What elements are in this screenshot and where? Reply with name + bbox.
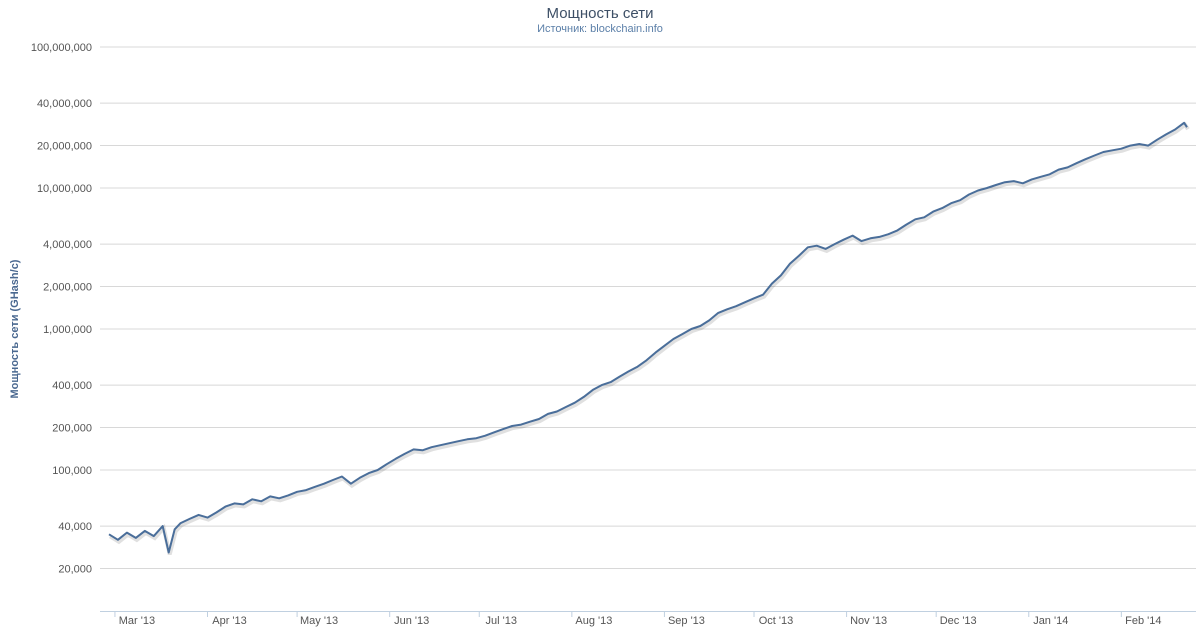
x-tick-label: Mar '13 [119,615,155,627]
y-tick-label: 100,000 [52,465,92,477]
series-layer [108,121,1190,556]
x-tick-label: Jun '13 [394,615,429,627]
series-line [108,121,1188,554]
grid-lines [100,46,1196,570]
series-line-shadow [108,121,1190,556]
x-tick-label: Sep '13 [668,615,705,627]
y-tick-label: 100,000,000 [31,42,92,54]
x-tick-label: Aug '13 [575,615,612,627]
y-tick-label: 1,000,000 [43,324,92,336]
x-tick-label: Oct '13 [759,615,794,627]
x-tick-label: Dec '13 [940,615,977,627]
x-tick-label: Jan '14 [1033,615,1068,627]
y-axis-ticks: 20,000 40,000 100,000 200,000 400,000 1,000,0… [31,42,92,576]
y-tick-label: 40,000 [58,521,92,533]
y-tick-label: 400,000 [52,380,92,392]
y-tick-label: 4,000,000 [43,239,92,251]
x-tick-label: Nov '13 [850,615,887,627]
chart-title: Мощность сети [546,5,654,22]
y-tick-label: 20,000,000 [37,141,92,153]
chart-subtitle: Источник: blockchain.info [537,23,663,35]
x-tick-label: Feb '14 [1125,615,1161,627]
y-axis-label: Мощность сети (GHash/с) [9,259,21,398]
x-axis-ticks: Mar '13 Apr '13 May '13 Jun '13 Jul '13 Aug '… [114,611,1162,627]
y-tick-label: 10,000,000 [37,183,92,195]
x-tick-label: Apr '13 [212,615,247,627]
y-tick-label: 20,000 [58,564,92,576]
y-tick-label: 200,000 [52,423,92,435]
x-tick-label: May '13 [300,615,338,627]
y-tick-label: 2,000,000 [43,282,92,294]
x-tick-label: Jul '13 [486,615,517,627]
y-tick-label: 40,000,000 [37,98,92,110]
